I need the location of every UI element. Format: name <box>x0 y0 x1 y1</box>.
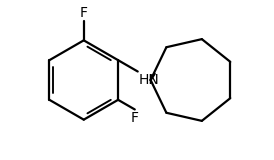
Text: F: F <box>80 6 88 20</box>
Text: F: F <box>131 111 139 125</box>
Text: HN: HN <box>139 73 159 87</box>
